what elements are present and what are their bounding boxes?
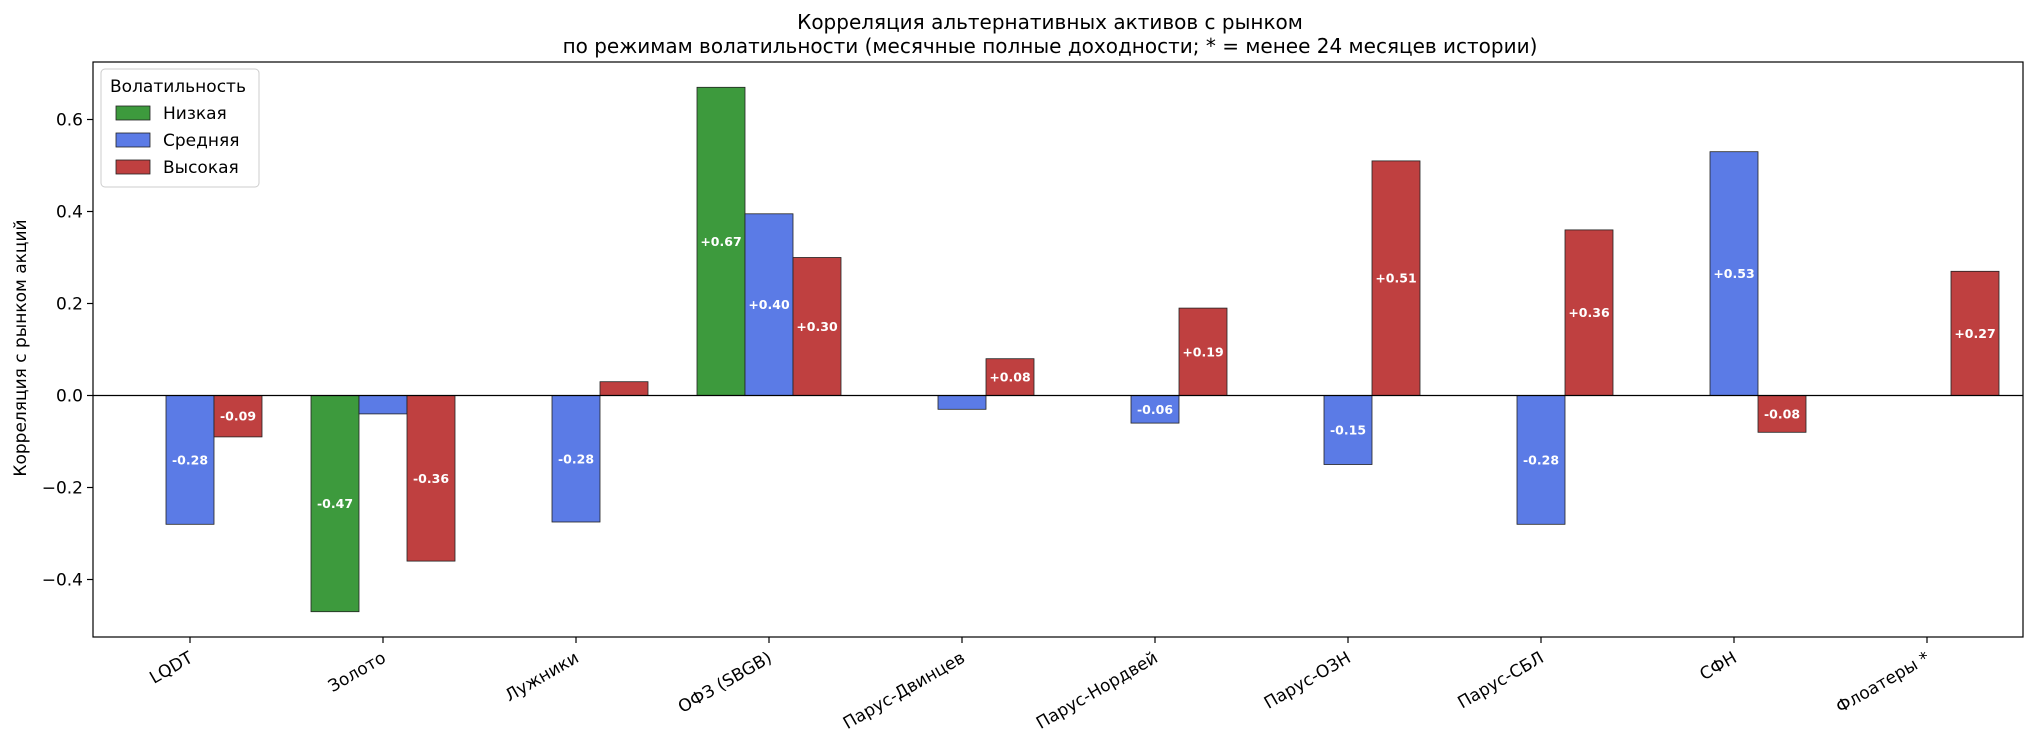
- bar-Средняя-Лужники: [551, 395, 601, 523]
- bars-layer: [165, 86, 2000, 613]
- x-tick-label: Парус-Нордвей: [1033, 648, 1161, 734]
- y-tick-label: 0.2: [56, 295, 83, 315]
- legend-label-Высокая: Высокая: [163, 158, 239, 178]
- bar-Высокая-Парус-Нордвей: [1178, 307, 1228, 396]
- legend-swatch-Высокая: [115, 159, 151, 175]
- data-label-Высокая-Золото: -0.36: [413, 471, 449, 486]
- y-tick-label: 0.0: [56, 387, 83, 407]
- data-label-Средняя-Парус-Нордвей: -0.06: [1137, 402, 1173, 417]
- bar-Высокая-Парус-ОЗН: [1371, 160, 1421, 396]
- bar-Высокая-LQDT: [213, 395, 263, 438]
- x-tick-label: Парус-Двинцев: [840, 648, 969, 734]
- x-tick-label: Золото: [325, 648, 389, 697]
- data-label-Высокая-Парус-Двинцев: +0.08: [989, 370, 1030, 385]
- legend-label-Средняя: Средняя: [163, 131, 239, 151]
- data-label-Высокая-LQDT: -0.09: [220, 409, 256, 424]
- bar-Высокая-Лужники: [599, 381, 649, 396]
- bar-Высокая-Парус-СБЛ: [1564, 229, 1614, 396]
- data-label-Средняя-Лужники: -0.28: [558, 451, 594, 466]
- x-tick-label: LQDT: [146, 648, 197, 689]
- bar-Высокая-СФН: [1757, 395, 1807, 433]
- bar-Средняя-Золото: [358, 395, 408, 415]
- data-label-Средняя-Парус-ОЗН: -0.15: [1330, 423, 1366, 438]
- bar-Средняя-LQDT: [165, 395, 215, 525]
- data-label-Высокая-Парус-ОЗН: +0.51: [1375, 271, 1416, 286]
- data-label-Средняя-СФН: +0.53: [1713, 266, 1754, 281]
- bar-Средняя-Парус-Двинцев: [937, 395, 987, 410]
- data-label-Низкая-ОФЗ (SBGB): +0.67: [700, 234, 741, 249]
- bar-Низкая-ОФЗ (SBGB): [696, 86, 746, 396]
- legend-swatch-Низкая: [115, 105, 151, 121]
- legend-label-Низкая: Низкая: [163, 104, 227, 124]
- bar-Высокая-Флоатеры *: [1950, 270, 2000, 396]
- chart-title-line1: Корреляция альтернативных активов с рынк…: [797, 10, 1303, 34]
- x-tick-label: Флоатеры *: [1833, 648, 1934, 718]
- y-tick-label: −0.4: [42, 571, 83, 591]
- legend: Волатильность Низкая Средняя Высокая: [100, 68, 260, 188]
- data-label-Низкая-Золото: -0.47: [317, 496, 353, 511]
- data-label-Средняя-ОФЗ (SBGB): +0.40: [748, 297, 790, 312]
- bar-Высокая-ОФЗ (SBGB): [792, 257, 842, 396]
- legend-title: Волатильность: [110, 77, 246, 97]
- data-label-Высокая-Парус-Нордвей: +0.19: [1182, 344, 1223, 359]
- y-tick-label: 0.4: [56, 203, 83, 223]
- y-axis-label: Корреляция с рынком акций: [11, 219, 31, 476]
- y-tick-label: 0.6: [56, 111, 83, 131]
- data-label-Высокая-СФН: -0.08: [1764, 406, 1800, 421]
- plot-frame: [92, 61, 2024, 638]
- x-tick-label: Парус-ОЗН: [1261, 648, 1355, 714]
- x-tick-label: Парус-СБЛ: [1454, 648, 1547, 713]
- data-labels-layer: -0.28 -0.09 -0.47 -0.36 -0.28 +0.67 +0.40 +0.30…: [172, 234, 1996, 511]
- bar-Высокая-Золото: [406, 395, 456, 562]
- legend-box: [100, 68, 260, 188]
- y-tick-label: −0.2: [42, 479, 83, 499]
- legend-swatch-Средняя: [115, 132, 151, 148]
- data-label-Высокая-Флоатеры *: +0.27: [1954, 326, 1995, 341]
- x-tick-label: СФН: [1696, 648, 1740, 685]
- chart-title-line2: по режимам волатильности (месячные полны…: [563, 34, 1538, 58]
- x-tick-label: Лужники: [502, 648, 583, 706]
- bar-Средняя-Парус-Нордвей: [1130, 395, 1180, 424]
- bar-Средняя-СФН: [1709, 151, 1759, 396]
- data-label-Высокая-Парус-СБЛ: +0.36: [1568, 305, 1610, 320]
- x-tick-label: ОФЗ (SBGB): [675, 648, 776, 718]
- data-label-Высокая-ОФЗ (SBGB): +0.30: [796, 319, 838, 334]
- bar-Средняя-Парус-ОЗН: [1323, 395, 1373, 465]
- data-label-Средняя-LQDT: -0.28: [172, 452, 208, 467]
- data-label-Средняя-Парус-СБЛ: -0.28: [1523, 452, 1559, 467]
